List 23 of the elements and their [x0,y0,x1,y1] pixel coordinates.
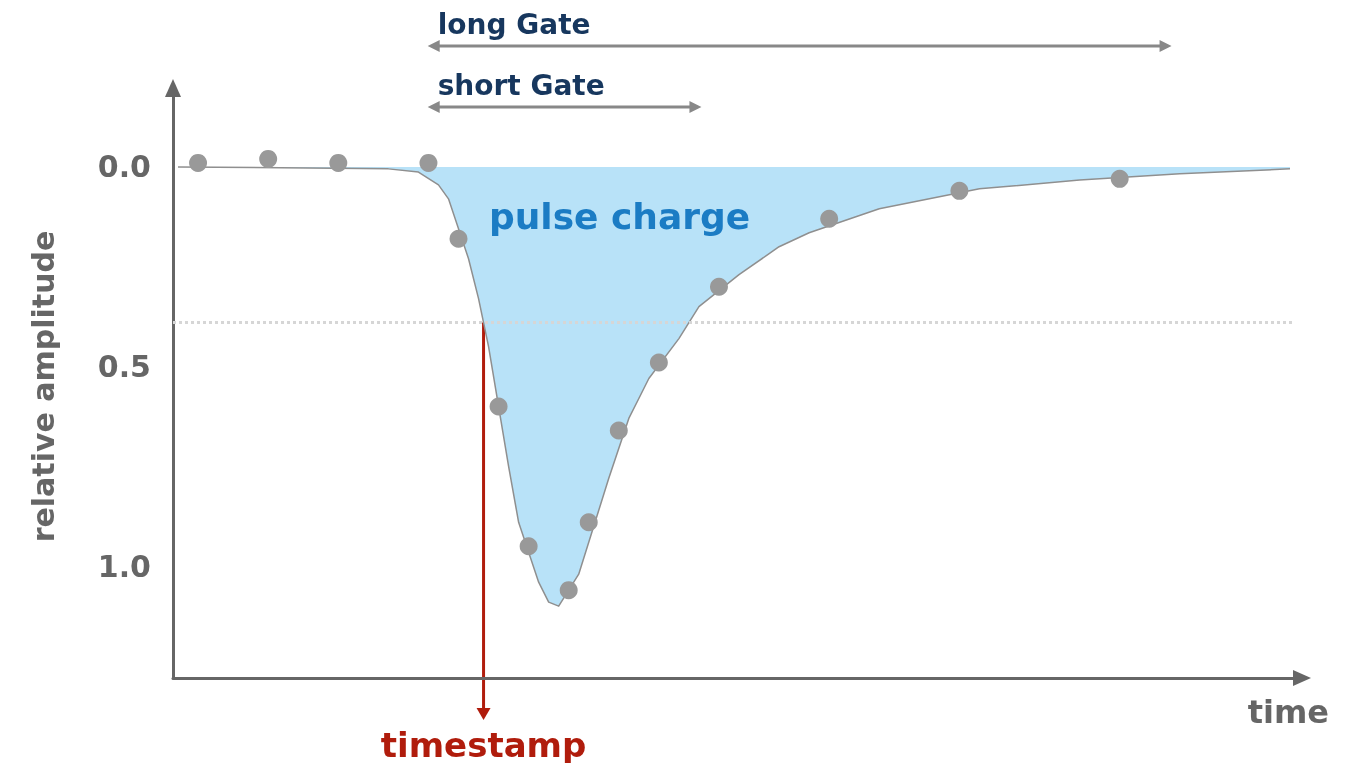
point [1110,169,1129,188]
y-tick-label: 1.0 [97,548,151,584]
point [820,209,839,228]
point [609,421,628,440]
point [519,537,538,556]
y-tick-label: 0.5 [97,349,151,385]
annotation: pulse charge [488,196,751,238]
point [329,153,348,172]
point [189,153,208,172]
point [489,397,508,416]
point [709,277,728,296]
point [649,353,668,372]
point [449,229,468,248]
point [259,149,278,168]
point [579,513,598,532]
text: long Gate [437,7,591,41]
x-axis-title: time [1247,693,1329,731]
annotation: short Gate [437,68,605,102]
point [559,581,578,600]
point [950,181,969,200]
point [419,153,438,172]
y-tick-label: 0.0 [97,149,151,185]
y-axis-title: relative amplitude [25,230,61,543]
